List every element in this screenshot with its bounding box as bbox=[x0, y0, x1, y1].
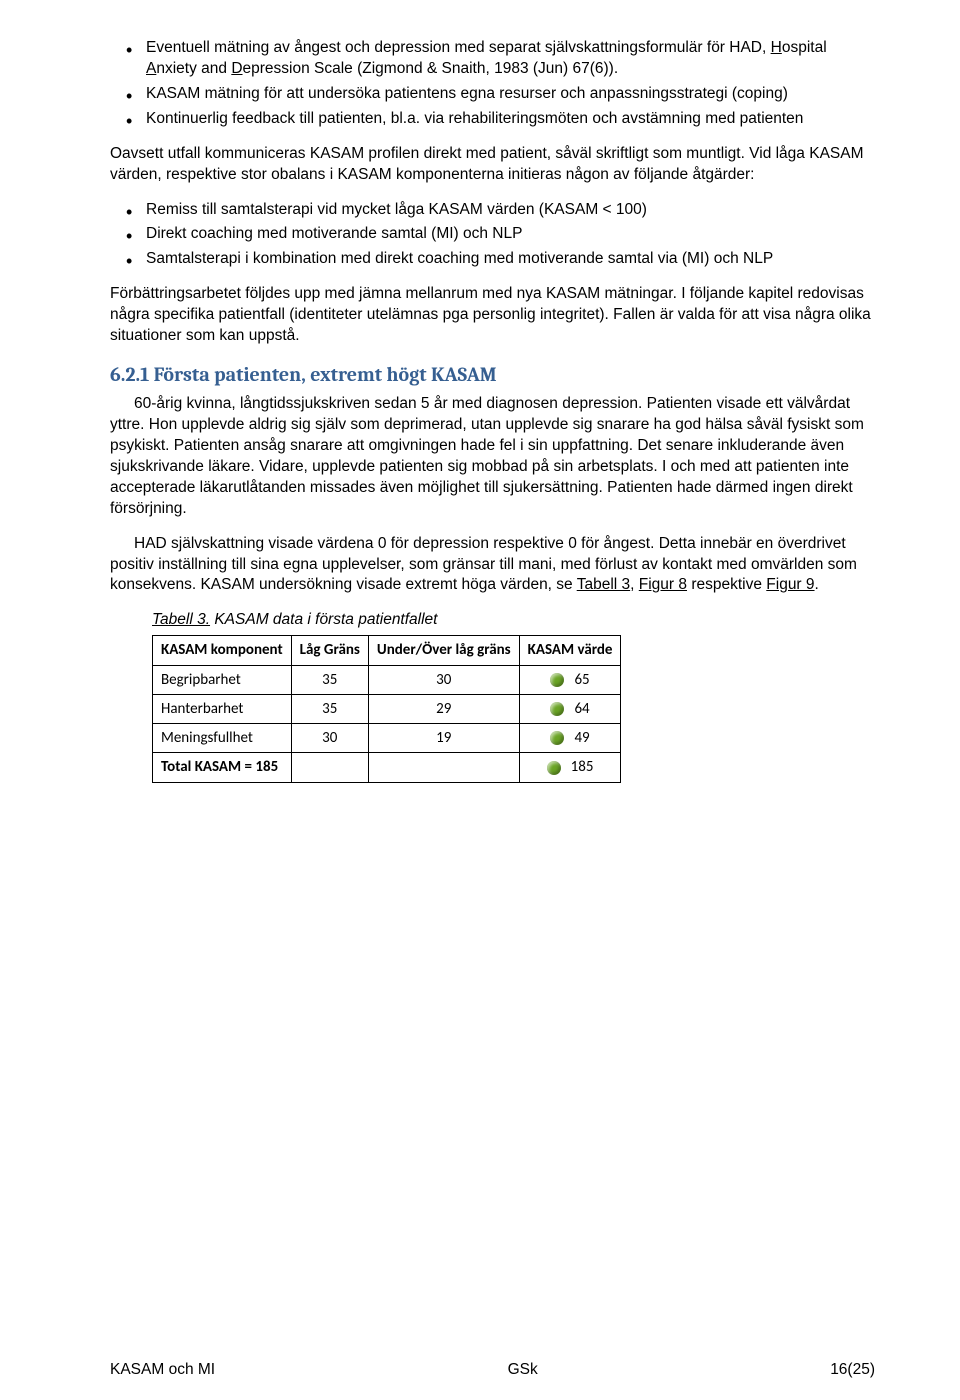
underlined-letter: H bbox=[771, 39, 782, 56]
list-item: Remiss till samtalsterapi vid mycket låg… bbox=[110, 200, 875, 221]
underlined-letter: D bbox=[231, 60, 242, 77]
table-row: Begripbarhet 35 30 65 bbox=[153, 665, 621, 694]
bullet-list-2: Remiss till samtalsterapi vid mycket låg… bbox=[110, 200, 875, 271]
footer-center: GSk bbox=[508, 1360, 538, 1381]
table-reference-link: Tabell 3 bbox=[577, 576, 630, 593]
footer-right: 16(25) bbox=[830, 1360, 875, 1381]
paragraph: HAD självskattning visade värdena 0 för … bbox=[110, 534, 875, 597]
list-item: Kontinuerlig feedback till patienten, bl… bbox=[110, 109, 875, 130]
cell-low: 35 bbox=[291, 665, 368, 694]
value-text: 65 bbox=[574, 671, 589, 689]
table-total-row: Total KASAM = 185 185 bbox=[153, 753, 621, 782]
bullet-list-1: Eventuell mätning av ångest och depressi… bbox=[110, 38, 875, 130]
cell-value: 65 bbox=[519, 665, 621, 694]
caption-text: KASAM data i första patientfallet bbox=[210, 611, 437, 628]
text: ospital bbox=[782, 39, 827, 56]
status-dot-icon bbox=[550, 673, 564, 687]
cell-empty bbox=[368, 753, 519, 782]
text: nxiety and bbox=[156, 60, 231, 77]
table-header-row: KASAM komponent Låg Gräns Under/Över låg… bbox=[153, 636, 621, 665]
col-header: Under/Över låg gräns bbox=[368, 636, 519, 665]
col-header: KASAM värde bbox=[519, 636, 621, 665]
figure-reference-link: Figur 8 bbox=[639, 576, 687, 593]
cell-label: Meningsfullhet bbox=[153, 724, 292, 753]
cell-label: Begripbarhet bbox=[153, 665, 292, 694]
value-text: 64 bbox=[574, 700, 589, 718]
paragraph: Förbättringsarbetet följdes upp med jämn… bbox=[110, 284, 875, 347]
text: , bbox=[630, 576, 639, 593]
footer-left: KASAM och MI bbox=[110, 1360, 215, 1381]
col-header: KASAM komponent bbox=[153, 636, 292, 665]
cell-value: 64 bbox=[519, 694, 621, 723]
table-row: Hanterbarhet 35 29 64 bbox=[153, 694, 621, 723]
list-item: Direkt coaching med motiverande samtal (… bbox=[110, 224, 875, 245]
page-footer: KASAM och MI GSk 16(25) bbox=[0, 1360, 960, 1381]
figure-reference-link: Figur 9 bbox=[766, 576, 814, 593]
list-item: Samtalsterapi i kombination med direkt c… bbox=[110, 249, 875, 270]
value-text: 49 bbox=[574, 729, 589, 747]
cell-diff: 30 bbox=[368, 665, 519, 694]
status-dot-icon bbox=[550, 731, 564, 745]
table-caption: Tabell 3. KASAM data i första patientfal… bbox=[152, 610, 875, 631]
cell-total-label: Total KASAM = 185 bbox=[153, 753, 292, 782]
underlined-letter: A bbox=[146, 60, 156, 77]
status-dot-icon bbox=[547, 761, 561, 775]
text: . bbox=[815, 576, 819, 593]
value-text: 185 bbox=[571, 758, 594, 776]
cell-value: 49 bbox=[519, 724, 621, 753]
status-dot-icon bbox=[550, 702, 564, 716]
text: epression Scale (Zigmond & Snaith, 1983 … bbox=[243, 60, 619, 77]
cell-diff: 19 bbox=[368, 724, 519, 753]
text: respektive bbox=[687, 576, 766, 593]
section-heading: 6.2.1 Första patienten, extremt högt KAS… bbox=[110, 361, 875, 388]
cell-low: 35 bbox=[291, 694, 368, 723]
list-item: KASAM mätning för att undersöka patiente… bbox=[110, 84, 875, 105]
cell-label: Hanterbarhet bbox=[153, 694, 292, 723]
cell-total-value: 185 bbox=[519, 753, 621, 782]
col-header: Låg Gräns bbox=[291, 636, 368, 665]
cell-empty bbox=[291, 753, 368, 782]
paragraph: 60-årig kvinna, långtidssjukskriven seda… bbox=[110, 394, 875, 520]
cell-low: 30 bbox=[291, 724, 368, 753]
kasam-table: KASAM komponent Låg Gräns Under/Över låg… bbox=[152, 635, 621, 782]
list-item: Eventuell mätning av ångest och depressi… bbox=[110, 38, 875, 80]
caption-ref: Tabell 3. bbox=[152, 611, 210, 628]
text: Eventuell mätning av ångest och depressi… bbox=[146, 39, 771, 56]
paragraph: Oavsett utfall kommuniceras KASAM profil… bbox=[110, 144, 875, 186]
cell-diff: 29 bbox=[368, 694, 519, 723]
table-row: Meningsfullhet 30 19 49 bbox=[153, 724, 621, 753]
